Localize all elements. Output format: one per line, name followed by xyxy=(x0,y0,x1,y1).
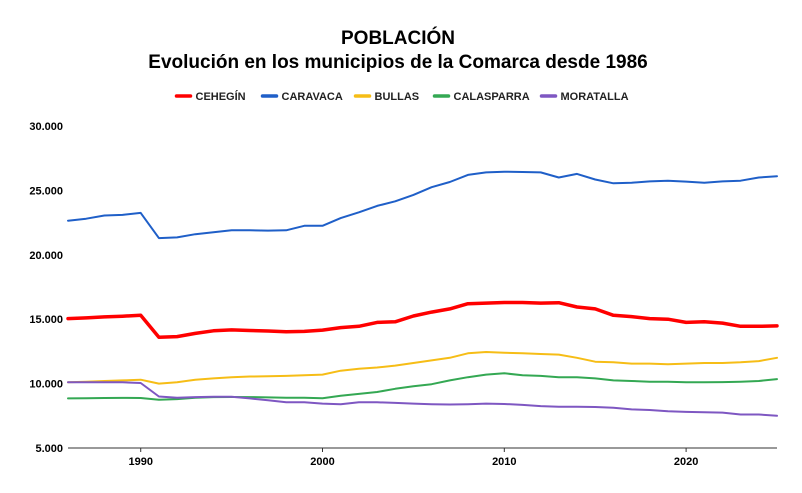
chart-legend: CEHEGÍN CARAVACA BULLAS CALASPARRA MORATALLA xyxy=(174,90,629,103)
series-line-caravaca xyxy=(67,170,778,240)
y-tick-label: 25.000 xyxy=(29,185,63,197)
series-line-moratalla xyxy=(67,381,778,417)
legend-label-bullas: BULLAS xyxy=(375,91,420,103)
y-tick-label: 20.000 xyxy=(29,250,63,262)
plot-area xyxy=(66,170,779,417)
x-tick-label: 1990 xyxy=(128,456,152,468)
x-axis-ticks: 1990 2000 2010 2020 xyxy=(128,448,698,468)
x-tick-label: 2020 xyxy=(674,456,698,468)
chart-title: POBLACIÓN xyxy=(341,27,455,49)
series-line-bullas xyxy=(67,351,778,385)
y-axis-ticks: 5.000 10.000 15.000 20.000 25.000 30.000 xyxy=(29,121,63,455)
y-tick-label: 10.000 xyxy=(29,379,63,391)
legend-label-cehegin: CEHEGÍN xyxy=(196,90,246,103)
series-line-cehegin xyxy=(66,300,779,339)
legend-label-moratalla: MORATALLA xyxy=(561,91,629,103)
x-tick-label: 2000 xyxy=(310,456,334,468)
chart-subtitle: Evolución en los municipios de la Comarc… xyxy=(148,52,647,73)
legend-label-caravaca: CARAVACA xyxy=(282,91,343,103)
y-tick-label: 30.000 xyxy=(29,121,63,133)
x-tick-label: 2010 xyxy=(492,456,516,468)
y-tick-label: 15.000 xyxy=(29,314,63,326)
y-tick-label: 5.000 xyxy=(35,443,63,455)
legend-label-calasparra: CALASPARRA xyxy=(454,91,530,103)
